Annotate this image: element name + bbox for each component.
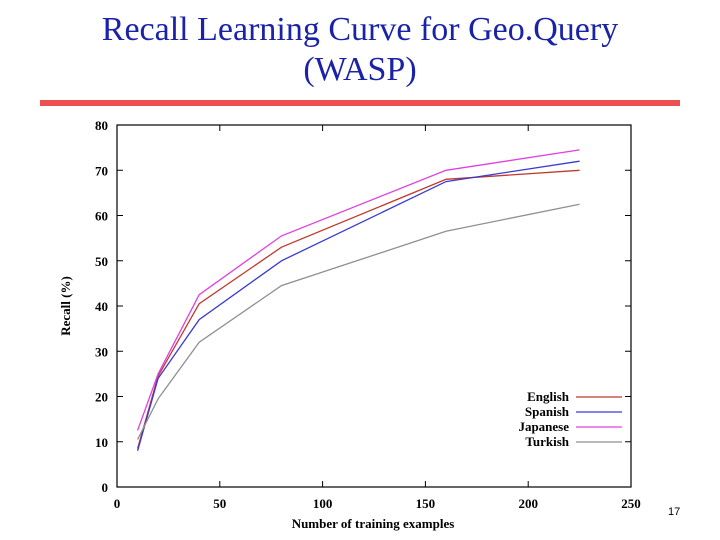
series-lines: [136, 149, 580, 451]
x-tick-label: 150: [416, 496, 436, 511]
x-tick-label: 0: [114, 496, 121, 511]
y-tick-label: 50: [95, 254, 108, 269]
y-tick-label: 30: [95, 344, 108, 359]
slide-title-line2: (WASP): [303, 51, 417, 88]
y-tick-label: 20: [95, 390, 108, 405]
slide-title-line1: Recall Learning Curve for Geo.Query: [101, 11, 619, 48]
y-tick-label: 70: [95, 163, 108, 178]
x-tick-label: 100: [313, 496, 333, 511]
legend-label-japanese: Japanese: [518, 419, 569, 434]
legend-label-spanish: Spanish: [525, 404, 570, 419]
axis-ticks: 0 50 100 150 200 250 0 10 20 30 40 50 60 70 80: [95, 118, 641, 511]
x-axis-label: Number of training examples: [292, 516, 455, 531]
y-tick-label: 60: [95, 209, 108, 224]
page-number: 17: [668, 506, 681, 518]
legend-label-turkish: Turkish: [525, 434, 569, 449]
series-line-turkish: [137, 203, 580, 440]
x-tick-label: 200: [518, 496, 538, 511]
x-tick-label: 50: [213, 496, 226, 511]
x-tick-label: 250: [621, 496, 641, 511]
series-line-english: [136, 169, 580, 449]
legend-label-english: English: [527, 389, 570, 404]
y-tick-label: 0: [102, 480, 109, 495]
title-rule: [40, 100, 680, 106]
y-tick-label: 80: [95, 118, 108, 133]
y-tick-label: 40: [95, 299, 108, 314]
series-line-japanese: [136, 149, 580, 431]
slide-title: Recall Learning Curve for Geo.Query (WAS…: [40, 10, 680, 90]
series-line-spanish: [136, 160, 580, 451]
y-axis-label: Recall (%): [58, 276, 73, 336]
y-tick-label: 10: [95, 435, 108, 450]
